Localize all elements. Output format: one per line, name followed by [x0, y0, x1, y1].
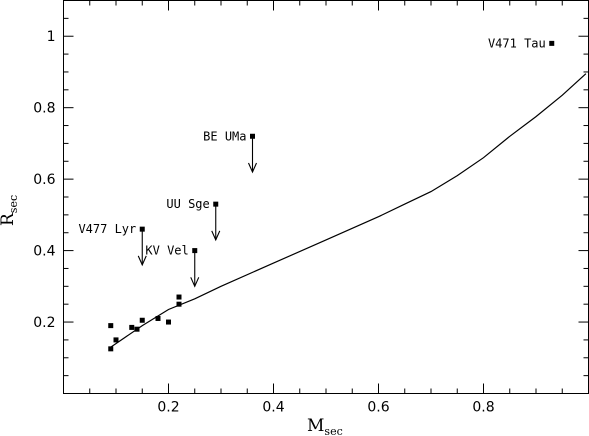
arrow-head	[137, 255, 147, 267]
arrow-head	[190, 277, 200, 288]
star-label: KV Vel	[145, 244, 188, 258]
labeled-point	[213, 201, 219, 207]
data-point	[108, 346, 114, 352]
plot-frame	[63, 0, 589, 394]
star-label: V471 Tau	[488, 36, 546, 50]
data-point	[113, 337, 119, 343]
x-tick-label: 0.6	[367, 400, 389, 416]
y-axis-label-main: R	[0, 212, 18, 226]
labeled-point	[192, 248, 198, 254]
x-tick-label: 0.4	[262, 400, 284, 416]
data-point	[176, 294, 182, 300]
data-point	[139, 317, 145, 323]
y-tick-label: 0.6	[33, 172, 55, 188]
y-tick-label: 0.2	[33, 315, 55, 331]
y-axis-label: Rsec	[0, 195, 20, 226]
data-point	[155, 315, 161, 321]
labeled-point	[250, 133, 255, 139]
data-point	[134, 326, 140, 332]
x-axis-label: Msec	[307, 416, 343, 436]
star-label: UU Sge	[166, 197, 209, 211]
arrow-head	[247, 162, 258, 174]
x-axis-label-sub: sec	[324, 425, 342, 436]
axis-ticks	[63, 0, 589, 394]
labeled-point	[549, 40, 555, 46]
x-tick-labels: 0.2 0.4 0.6 0.8	[157, 400, 494, 416]
data-point	[176, 301, 182, 307]
y-tick-label: 0.4	[33, 244, 55, 260]
x-tick-label: 0.8	[472, 400, 494, 416]
star-label: V477 Lyr	[78, 222, 136, 236]
y-axis-label-sub: sec	[7, 195, 20, 213]
y-tick-labels: 0.2 0.4 0.6 0.8 1	[33, 29, 55, 331]
y-tick-label: 1	[47, 29, 56, 45]
data-point	[129, 324, 135, 330]
arrow-head	[211, 230, 221, 242]
model-curve	[110, 73, 587, 348]
data-point	[108, 323, 114, 329]
star-label: BE UMa	[203, 129, 246, 143]
labeled-point	[139, 226, 145, 232]
labeled-stars: V471 Tau BE UMa UU Sge V477 Lyr KV Vel	[78, 36, 555, 288]
x-tick-label: 0.2	[157, 400, 179, 416]
y-tick-label: 0.8	[33, 101, 55, 117]
data-points	[108, 294, 182, 352]
data-point	[166, 319, 171, 325]
x-axis-label-main: M	[307, 416, 324, 436]
